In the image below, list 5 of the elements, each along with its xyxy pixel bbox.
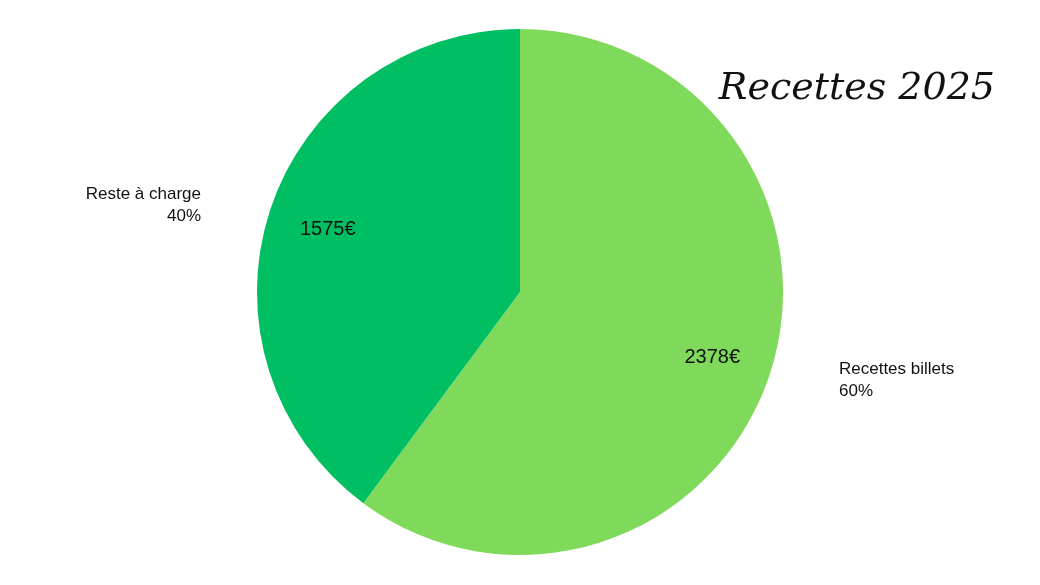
slice-label: Reste à charge 40% [85, 184, 202, 226]
data-label: 1575€ [299, 217, 356, 240]
slice-label: Recettes billets 60% [838, 358, 955, 400]
text: Recettes 2025 [717, 64, 995, 108]
data-label: 2378€ [684, 344, 741, 367]
